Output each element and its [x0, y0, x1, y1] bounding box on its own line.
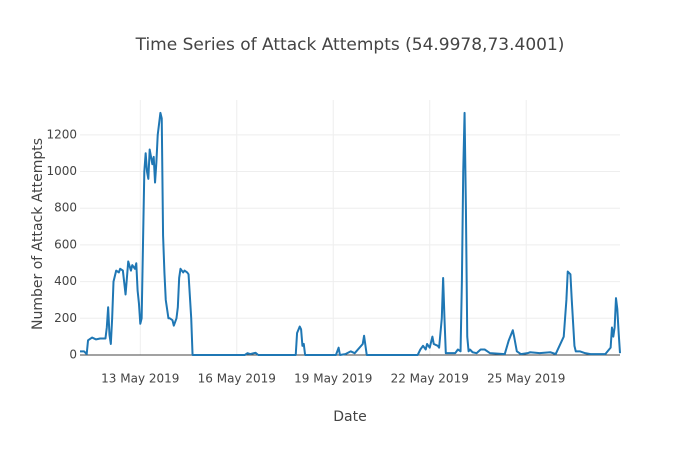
y-tick-label: 200 [54, 311, 77, 325]
y-tick-label: 400 [54, 274, 77, 288]
y-tick-label: 0 [69, 348, 77, 362]
x-tick-label: 13 May 2019 [101, 372, 179, 386]
y-tick-label: 800 [54, 201, 77, 215]
y-tick-label: 1000 [46, 164, 77, 178]
x-tick-label: 19 May 2019 [294, 372, 372, 386]
x-tick-label: 22 May 2019 [391, 372, 469, 386]
y-tick-label: 600 [54, 237, 77, 251]
y-tick-label: 1200 [46, 127, 77, 141]
chart-title: Time Series of Attack Attempts (54.9978,… [135, 35, 565, 55]
x-axis-title: Date [333, 409, 366, 425]
data-line [80, 111, 621, 356]
x-tick-label: 25 May 2019 [487, 372, 565, 386]
x-tick-label: 16 May 2019 [198, 372, 276, 386]
y-axis-title: Number of Attack Attempts [30, 138, 46, 330]
